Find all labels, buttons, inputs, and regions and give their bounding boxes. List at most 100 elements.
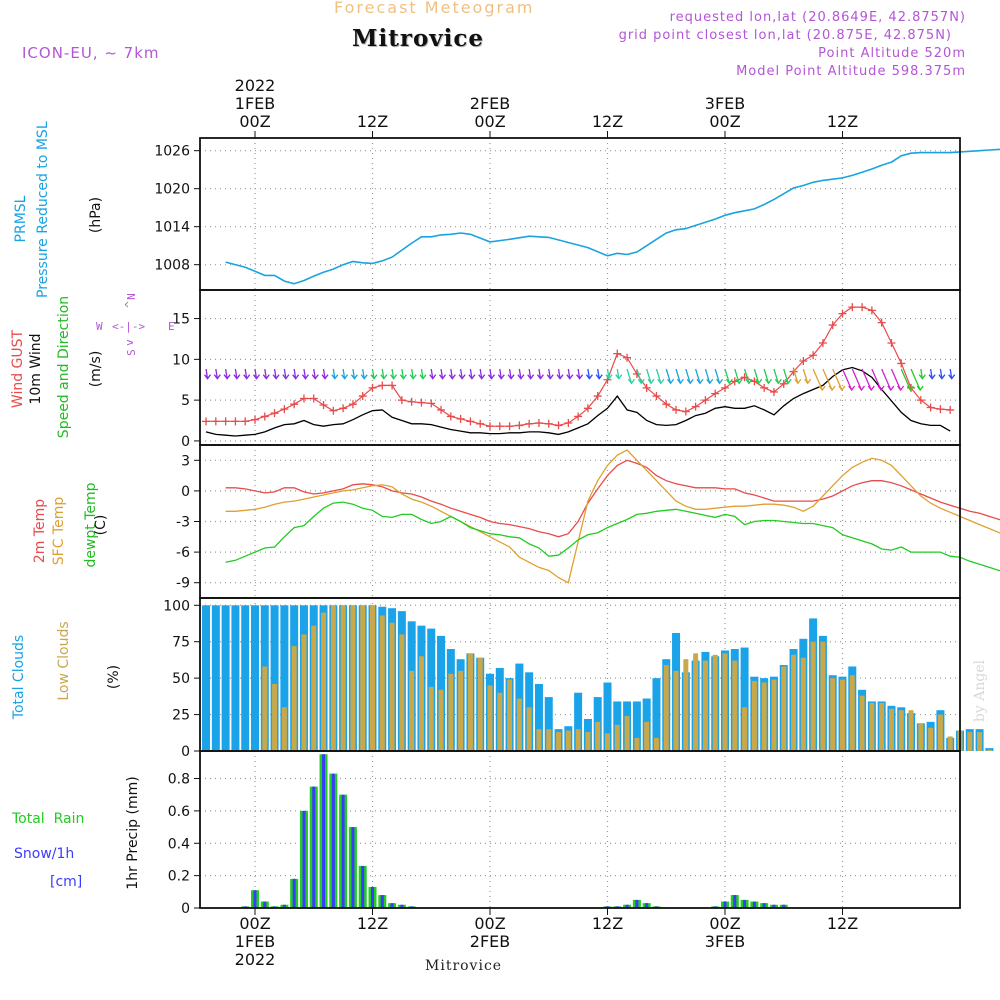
wind-gust-marker	[378, 381, 387, 390]
wind-gust-marker	[897, 359, 906, 368]
low-cloud-bar	[634, 737, 640, 751]
snow-bar	[390, 903, 394, 908]
low-cloud-bar	[879, 702, 885, 751]
low-cloud-bar	[673, 670, 679, 751]
wind-direction-arrow	[234, 368, 238, 379]
wind-gust-marker	[887, 339, 896, 348]
wind-arrow-head	[637, 378, 645, 385]
wind-arrow-head	[556, 374, 564, 380]
wind-arrow-head	[566, 374, 574, 380]
wind-gust-marker	[437, 405, 446, 414]
low-cloud-bar	[947, 736, 953, 751]
wind-arrow-head	[448, 374, 456, 380]
time-axis-label: 00Z	[239, 914, 271, 933]
wind-arrow-head	[676, 378, 684, 385]
temp-sfc-line	[225, 449, 1000, 584]
time-axis-label: 12Z	[591, 914, 624, 933]
wind-arrow-head	[204, 374, 212, 380]
wind-gust-marker	[583, 404, 592, 413]
wind-direction-arrow	[322, 368, 326, 379]
total-cloud-bar	[221, 605, 230, 751]
wind-arrow-head	[818, 385, 826, 392]
wind-gust-marker	[769, 387, 778, 396]
wind-direction-arrow	[313, 368, 316, 379]
wind-arrow-head	[725, 378, 733, 385]
y-tick-label: -6	[176, 545, 190, 561]
low-cloud-bar	[653, 737, 659, 751]
wind-direction-arrow	[597, 368, 600, 379]
wind-direction-arrow	[655, 368, 662, 384]
wind-arrow-head	[576, 374, 584, 380]
low-cloud-bar	[693, 653, 699, 751]
wind-arrow-head	[857, 385, 865, 392]
wind-gust-marker	[554, 421, 563, 430]
wind-arrow-head	[595, 374, 603, 380]
wind-arrow-head	[458, 374, 466, 380]
wind-arrow-head	[804, 378, 812, 385]
low-cloud-bar	[340, 605, 346, 751]
wind-arrow-head	[716, 378, 724, 385]
wind-direction-arrow	[646, 368, 652, 384]
wind-arrow-head	[262, 374, 270, 380]
time-axis-label: 3FEB	[704, 932, 746, 951]
low-cloud-bar	[516, 698, 522, 751]
low-cloud-bar	[418, 656, 424, 751]
time-axis-label: 00Z	[474, 914, 506, 933]
wind-gust-marker	[505, 422, 514, 431]
wind-gust-marker	[515, 421, 524, 430]
low-cloud-bar	[428, 686, 434, 751]
snow-bar	[263, 901, 267, 908]
wind-direction-arrow	[489, 368, 493, 379]
snow-bar	[331, 773, 335, 908]
time-axis-label: 00Z	[474, 112, 506, 131]
wind-arrow-head	[536, 374, 544, 380]
wind-gust-marker	[623, 353, 632, 362]
wind-arrow-head	[350, 374, 358, 380]
wind-gust-marker	[407, 397, 416, 406]
wind-arrow-head	[938, 374, 946, 380]
wind-direction-arrow	[949, 368, 953, 379]
wind-arrow-head	[429, 374, 437, 380]
wind-direction-arrow	[851, 368, 863, 391]
y-tick-label: 0	[181, 434, 190, 450]
snow-bar	[733, 895, 737, 908]
wind-direction-arrow	[215, 368, 218, 379]
wind-arrow-head	[887, 385, 895, 392]
wind-gust-marker	[818, 339, 827, 348]
low-cloud-bar	[820, 641, 826, 751]
wind-direction-arrow	[332, 368, 336, 379]
wind-arrow-head	[507, 374, 515, 380]
low-cloud-bar	[810, 641, 816, 751]
y-tick-label: 1020	[154, 182, 190, 198]
y-tick-label: 100	[163, 598, 190, 614]
wind-arrow-head	[468, 374, 476, 380]
wind-gust-marker	[779, 379, 788, 388]
low-cloud-bar	[526, 707, 532, 751]
wind-direction-arrow	[822, 368, 833, 391]
wind-gust-marker	[809, 351, 818, 360]
y-tick-label: 1014	[154, 220, 190, 236]
wind-direction-arrow	[293, 368, 297, 379]
wind-arrow-head	[928, 374, 936, 380]
wind-direction-arrow	[881, 368, 892, 391]
wind-gust-marker	[495, 422, 504, 431]
wind-arrow-head	[223, 374, 231, 380]
total-cloud-bar	[740, 647, 749, 751]
wind-direction-arrow	[342, 368, 346, 379]
wind-arrow-head	[272, 374, 280, 380]
low-cloud-bar	[967, 732, 973, 751]
wind-gust-marker	[446, 412, 455, 421]
wind-arrow-head	[745, 378, 753, 385]
wind-direction-arrow	[283, 368, 287, 379]
wind-direction-arrow	[714, 368, 721, 384]
y-tick-label: 0	[181, 484, 190, 500]
wind-direction-arrow	[665, 368, 672, 384]
wind-direction-arrow	[910, 368, 921, 391]
wind-direction-arrow	[548, 368, 551, 379]
low-cloud-bar	[761, 682, 767, 751]
time-axis-label: 2022	[234, 950, 276, 969]
snow-bar	[351, 827, 355, 908]
forecast-subtitle: Forecast Meteogram	[334, 0, 535, 17]
snow-bar	[292, 878, 296, 908]
wind-direction-arrow	[430, 368, 434, 379]
